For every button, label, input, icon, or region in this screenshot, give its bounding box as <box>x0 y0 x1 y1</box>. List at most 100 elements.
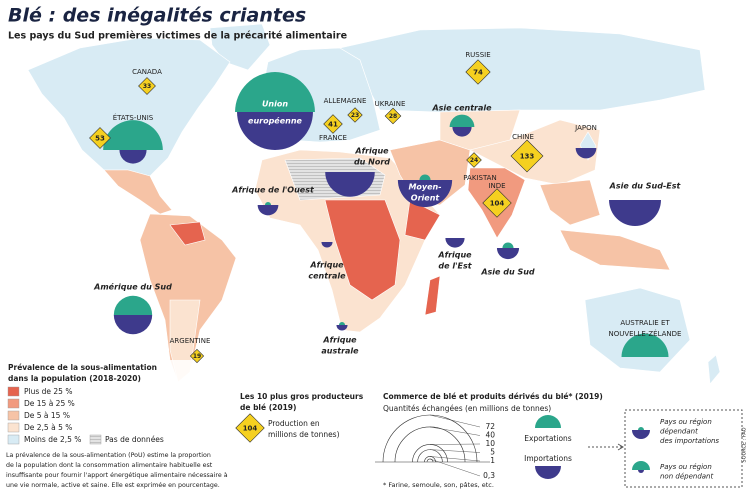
production-diamond <box>465 59 491 85</box>
imports-symbol <box>237 112 313 150</box>
legend-dependent-bottom <box>632 430 650 439</box>
country-label: INDE <box>488 182 505 190</box>
region-label: Afrique <box>354 147 389 156</box>
scale-leader <box>429 414 481 428</box>
legend-box <box>624 409 743 488</box>
production-diamond <box>138 77 156 95</box>
country-label: ARGENTINE <box>170 337 211 345</box>
exports-symbol <box>113 295 153 315</box>
production-value: 28 <box>389 113 397 120</box>
region-label: Asie du Sud <box>480 268 535 277</box>
region-label: européenne <box>248 116 303 126</box>
legend-label: millions de tonnes) <box>268 430 340 439</box>
legend-label: Pas de données <box>105 435 164 444</box>
country-label: ALLEMAGNE <box>324 97 367 105</box>
scale-label: 1 <box>490 456 495 465</box>
source: SOURCE : FAO <box>742 427 748 462</box>
imports-symbol <box>445 238 465 248</box>
region-label: du Nord <box>354 158 390 167</box>
region-label: centrale <box>308 272 346 281</box>
region-label: AUSTRALIE ET <box>620 319 670 327</box>
legend-swatch <box>89 434 102 445</box>
region-label: ÉTATS-UNIS <box>113 113 154 122</box>
region-label: Asie du Sud-Est <box>609 182 682 191</box>
legend-label: dépendant <box>660 428 698 436</box>
country-label: CANADA <box>132 68 162 76</box>
region-label: Asie centrale <box>431 104 492 113</box>
legend-label: Moins de 2,5 % <box>24 435 81 444</box>
production-diamond <box>235 413 265 443</box>
region-label: Orient <box>411 194 441 203</box>
region-label: Union <box>262 100 288 109</box>
legend-label: Pays ou région <box>660 463 712 471</box>
production-diamond <box>323 114 343 134</box>
legend-note: une vie normale, active et saine. Elle e… <box>6 481 220 489</box>
exports-symbol <box>264 201 272 205</box>
legend-nondep-top <box>632 461 650 470</box>
legend-label: non dépendant <box>660 473 713 481</box>
imports-symbol <box>496 248 520 260</box>
production-value: 74 <box>473 69 483 77</box>
production-value: 104 <box>243 425 258 433</box>
legend-swatch <box>7 434 20 445</box>
production-diamond <box>482 188 512 218</box>
legend-imports <box>535 466 561 479</box>
country-label: FRANCE <box>319 134 347 142</box>
region-label: NOUVELLE-ZÉLANDE <box>609 329 682 338</box>
legend-swatch <box>7 422 20 433</box>
legend-label: Pays ou région <box>660 418 712 426</box>
legend-swatch <box>7 398 20 409</box>
imports-symbol <box>609 200 661 226</box>
production-value: 104 <box>490 200 505 208</box>
production-value: 19 <box>193 353 201 360</box>
exports-symbol <box>338 321 346 325</box>
legend-title: Les 10 plus gros producteurs <box>240 392 364 401</box>
exports-symbol <box>449 114 475 127</box>
legend-bg <box>236 386 746 490</box>
production-value: 23 <box>351 112 359 119</box>
legend-title: Commerce de blé et produits dérivés du b… <box>383 392 603 401</box>
region-label: Amérique du Sud <box>93 282 172 292</box>
legend-label: Production en <box>268 419 320 428</box>
scale-label: 5 <box>490 448 495 457</box>
production-value: 133 <box>520 153 535 161</box>
legend-note: La prévalence de la sous-alimentation (P… <box>6 451 211 459</box>
legend-dependent-top <box>638 427 644 430</box>
imports-symbol <box>119 150 147 164</box>
region-label: Afrique de l'Ouest <box>231 186 315 195</box>
scale-label: 0,3 <box>483 471 495 480</box>
region-label: Afrique <box>309 261 344 270</box>
exports-symbol <box>103 120 163 150</box>
subtitle: Les pays du Sud premières victimes de la… <box>8 31 347 42</box>
imports-symbol <box>321 242 333 248</box>
legend-label: De 15 à 25 % <box>24 399 75 408</box>
country-label: RUSSIE <box>465 51 490 59</box>
production-diamond <box>384 107 402 125</box>
region-label: Moyen- <box>408 183 441 192</box>
legend-footnote: * Farine, semoule, son, pâtes, etc. <box>383 481 494 489</box>
region-label: Afrique <box>322 336 357 345</box>
legend-label: Exportations <box>524 434 572 443</box>
production-diamond <box>89 127 111 149</box>
imports-symbol <box>325 172 375 197</box>
legend-label: De 2,5 à 5 % <box>24 423 72 432</box>
title: Blé : des inégalités criantes <box>8 5 306 27</box>
region-label: Afrique <box>437 251 472 260</box>
legend-subtitle: Quantités échangées (en millions de tonn… <box>383 404 551 413</box>
legend-swatch <box>7 410 20 421</box>
scale-label: 10 <box>485 439 495 448</box>
imports-symbol <box>397 180 453 208</box>
legend-nondep-bottom <box>638 470 644 473</box>
production-diamond <box>347 107 363 123</box>
production-value: 53 <box>95 135 105 143</box>
imports-symbol <box>575 148 597 159</box>
imports-symbol <box>336 325 348 331</box>
country-label: UKRAINE <box>375 100 406 108</box>
exports-symbol <box>502 242 514 248</box>
scale-leader <box>429 456 481 462</box>
region-label: JAPON <box>574 124 597 132</box>
production-diamond <box>510 139 544 173</box>
legend-arrow-head <box>617 443 624 451</box>
country-label: CHINE <box>512 133 534 141</box>
